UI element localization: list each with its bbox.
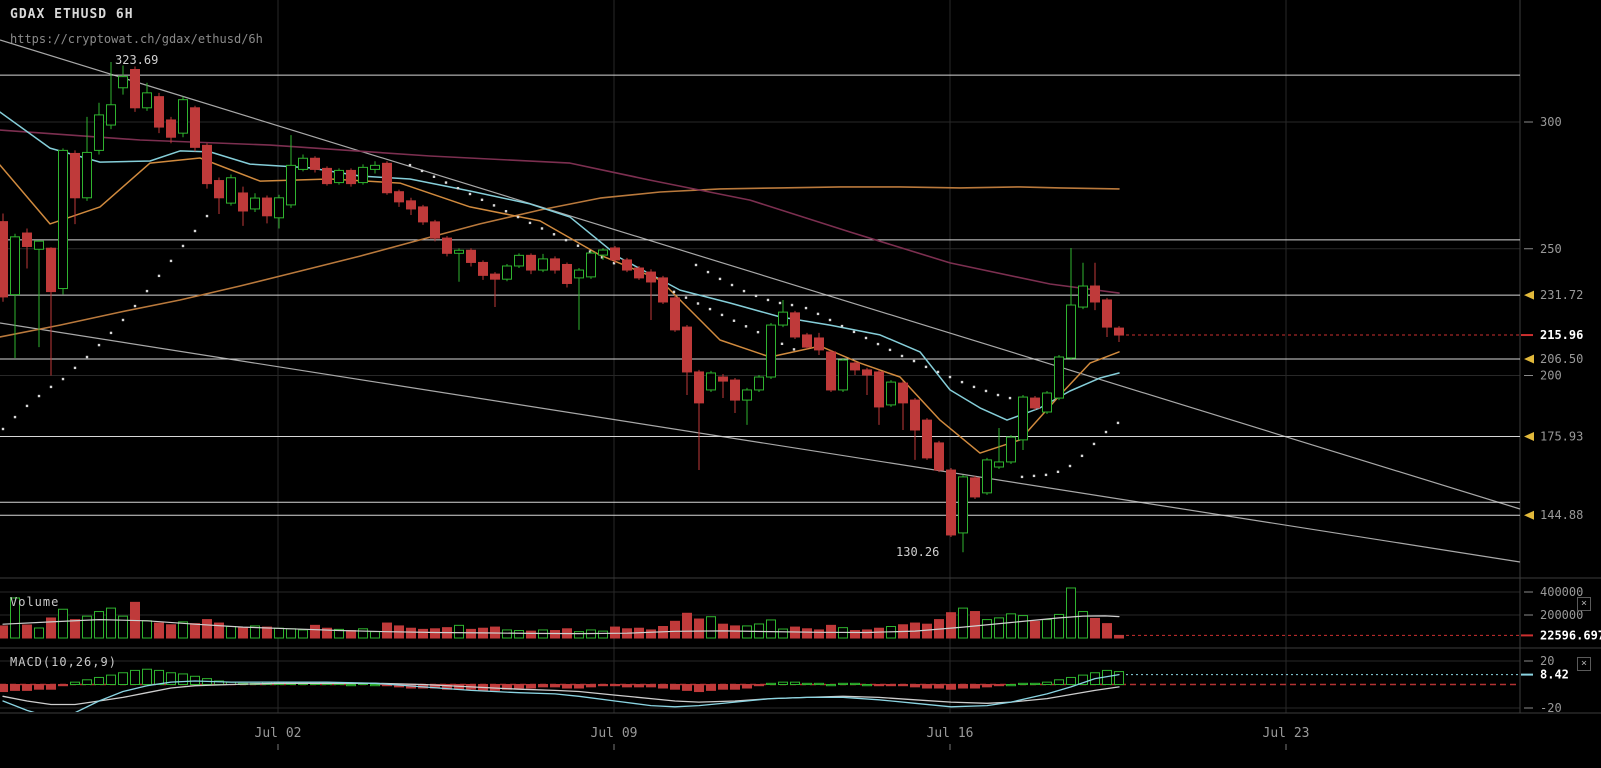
price-axis: 300 250 200 231.72 206.50 175.93 144.88 215.96 4… bbox=[1521, 115, 1601, 715]
svg-text:Jul 09: Jul 09 bbox=[591, 726, 638, 741]
macd-histogram bbox=[0, 668, 1520, 693]
volume-ma-line bbox=[2, 615, 1120, 635]
svg-text:8.42: 8.42 bbox=[1540, 668, 1569, 682]
horizontal-price-lines[interactable] bbox=[0, 74, 1520, 516]
svg-text:22596.697: 22596.697 bbox=[1540, 628, 1601, 642]
volume-pane-close-icon[interactable]: × bbox=[1577, 597, 1591, 611]
svg-text:175.93: 175.93 bbox=[1540, 430, 1583, 444]
svg-text:231.72: 231.72 bbox=[1540, 288, 1583, 302]
svg-text:Jul 16: Jul 16 bbox=[927, 726, 974, 741]
candlestick-series bbox=[0, 61, 1124, 553]
low-price-annotation: 130.26 bbox=[896, 545, 940, 559]
parabolic-sar-dots bbox=[1, 163, 1120, 479]
svg-text:250: 250 bbox=[1540, 242, 1562, 256]
svg-text:200: 200 bbox=[1540, 369, 1562, 383]
volume-pane-label: Volume bbox=[10, 595, 60, 609]
macd-lines bbox=[2, 673, 1120, 712]
volume-bars bbox=[0, 587, 1124, 639]
chart-title: GDAX ETHUSD 6H bbox=[10, 7, 134, 22]
svg-text:-20: -20 bbox=[1540, 701, 1562, 715]
gridlines bbox=[0, 0, 1520, 713]
svg-text:200000: 200000 bbox=[1540, 608, 1583, 622]
svg-text:215.96: 215.96 bbox=[1540, 328, 1583, 342]
moving-average-lines bbox=[0, 111, 1120, 454]
svg-text:Jul 02: Jul 02 bbox=[255, 726, 302, 741]
pane-separators bbox=[0, 0, 1601, 714]
date-axis: Jul 02 Jul 09 Jul 16 Jul 23 bbox=[255, 726, 1310, 750]
svg-text:Jul 23: Jul 23 bbox=[1263, 726, 1310, 741]
trend-lines[interactable] bbox=[0, 39, 1521, 563]
svg-text:206.50: 206.50 bbox=[1540, 352, 1583, 366]
svg-text:400000: 400000 bbox=[1540, 585, 1583, 599]
chart-url-link[interactable]: https://cryptowat.ch/gdax/ethusd/6h bbox=[10, 32, 263, 46]
svg-text:300: 300 bbox=[1540, 115, 1562, 129]
svg-text:20: 20 bbox=[1540, 654, 1554, 668]
price-alert-markers[interactable] bbox=[1524, 290, 1534, 520]
macd-pane-close-icon[interactable]: × bbox=[1577, 657, 1591, 671]
macd-pane-label: MACD(10,26,9) bbox=[10, 655, 117, 669]
high-price-annotation: 323.69 bbox=[115, 53, 159, 67]
svg-text:144.88: 144.88 bbox=[1540, 508, 1583, 522]
